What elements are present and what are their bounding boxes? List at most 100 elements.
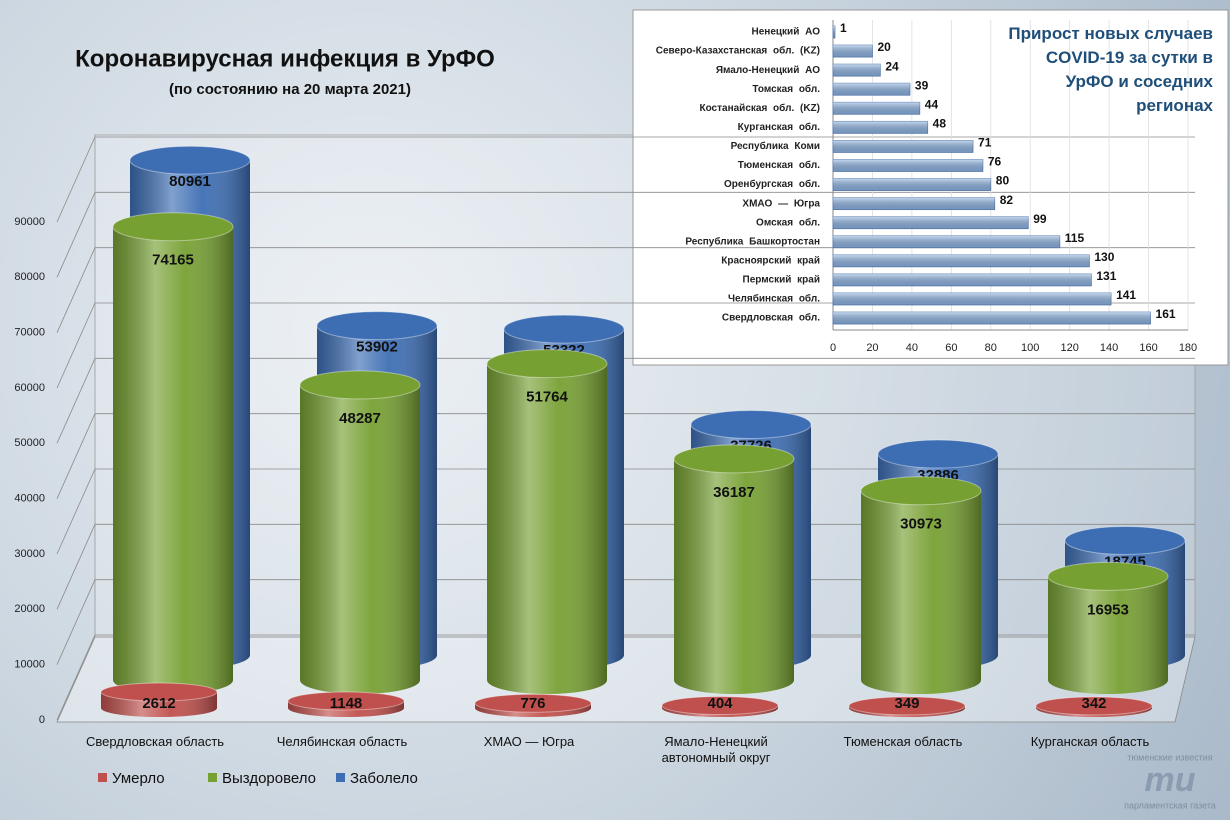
data-label: 53902 — [356, 339, 398, 356]
bar — [832, 44, 873, 58]
cylinder-top — [503, 314, 625, 344]
bar — [832, 25, 836, 39]
y-tick-label: 60000 — [14, 382, 45, 394]
data-label: 71 — [978, 136, 992, 150]
bar-shade — [833, 273, 1092, 286]
data-label: 74165 — [152, 252, 194, 269]
bar — [832, 273, 1092, 287]
bar-shade — [833, 45, 873, 58]
x-tick-label: Курганская область — [1030, 734, 1150, 749]
cylinder-shade — [113, 226, 233, 694]
y-tick-label: Красноярский край — [721, 255, 820, 266]
grid-line — [56, 634, 1195, 721]
cylinder — [100, 682, 218, 717]
cylinder — [299, 370, 421, 694]
data-label: 16953 — [1087, 601, 1129, 618]
bar — [832, 101, 921, 115]
grid-line — [56, 247, 1195, 333]
bar — [832, 178, 992, 191]
grid-line — [56, 357, 1195, 444]
cylinder-shade — [1048, 576, 1168, 694]
bar-shade — [833, 216, 1029, 229]
data-label: 404 — [707, 695, 733, 712]
grid-line — [56, 191, 1195, 278]
cylinder-top — [474, 693, 592, 713]
grid-line — [56, 468, 1195, 555]
y-tick-label: Омская обл. — [756, 216, 820, 228]
data-label: 48 — [933, 117, 947, 131]
y-tick-label: 50000 — [14, 437, 45, 449]
cylinder-top — [860, 476, 982, 506]
y-tick-label: Ненецкий АО — [752, 27, 821, 38]
bar-shade — [833, 83, 910, 96]
y-tick-label: 30000 — [14, 548, 45, 560]
cylinder-top — [1064, 525, 1186, 555]
y-tick-label: Костанайская обл. (KZ) — [699, 102, 820, 114]
legend-label: Умерло — [112, 770, 165, 787]
data-label: 48287 — [339, 410, 381, 427]
data-label: 80961 — [169, 173, 211, 190]
bar — [832, 120, 929, 134]
grid-line — [56, 413, 1195, 499]
cylinder-top — [877, 439, 999, 469]
y-tick-label: 70000 — [14, 327, 45, 339]
legend-swatch — [336, 773, 345, 782]
cylinder — [673, 444, 795, 694]
cylinder-shade — [674, 458, 794, 694]
y-tick-label: Томская обл. — [752, 83, 820, 95]
y-tick-label: Свердловская обл. — [722, 312, 820, 324]
cylinder-top — [1047, 561, 1169, 591]
data-label: 131 — [1096, 269, 1116, 283]
data-label: 44 — [925, 97, 939, 111]
y-tick-label: Челябинская обл. — [728, 293, 820, 305]
y-tick-label: Пермский край — [743, 275, 820, 286]
grid-line — [56, 579, 1195, 665]
y-tick-label: 90000 — [14, 216, 45, 228]
bar — [832, 197, 996, 211]
x-tick-label: 100 — [1021, 342, 1039, 354]
y-tick-label: Республика Коми — [731, 140, 820, 152]
data-label: 36187 — [713, 484, 755, 501]
y-tick-label: 80000 — [14, 271, 45, 283]
bar-shade — [833, 312, 1151, 325]
data-label: 115 — [1065, 231, 1085, 245]
grid-line — [56, 136, 1195, 223]
bar — [832, 254, 1090, 268]
y-tick-label: Северо-Казахстанская обл. (KZ) — [656, 45, 820, 57]
data-label: 130 — [1094, 250, 1114, 264]
bar-shade — [833, 26, 835, 38]
x-tick-label: 80 — [985, 342, 997, 354]
data-label: 20 — [877, 40, 891, 54]
data-label: 342 — [1081, 695, 1106, 712]
cylinder-top — [690, 409, 812, 439]
grid-line — [56, 302, 1195, 389]
data-label: 1148 — [330, 695, 363, 712]
bar-shade — [833, 64, 881, 77]
cylinder-top — [486, 349, 608, 379]
cylinder-shade — [861, 490, 981, 694]
legend-swatch — [98, 773, 107, 782]
data-label: 1 — [840, 21, 847, 35]
bar — [832, 63, 881, 77]
cylinder-top — [112, 212, 234, 242]
cylinder-top — [673, 444, 795, 474]
cylinder-top — [299, 370, 421, 400]
data-label: 76 — [988, 155, 1002, 169]
cylinder-shade — [487, 363, 607, 694]
bar — [832, 292, 1112, 306]
legend-swatch — [208, 773, 217, 782]
x-tick-label: ХМАО — Югра — [483, 734, 575, 749]
data-label: 30973 — [900, 516, 942, 533]
y-tick-label: 40000 — [14, 493, 45, 505]
x-tick-label: 0 — [830, 342, 836, 354]
cylinder — [860, 476, 982, 694]
data-label: 51764 — [526, 389, 568, 406]
x-tick-label: 60 — [945, 342, 957, 354]
x-tick-label: Свердловская область — [85, 734, 225, 749]
bar — [832, 216, 1029, 230]
bar — [832, 82, 911, 96]
cylinder — [287, 691, 405, 717]
cylinder — [486, 349, 608, 694]
